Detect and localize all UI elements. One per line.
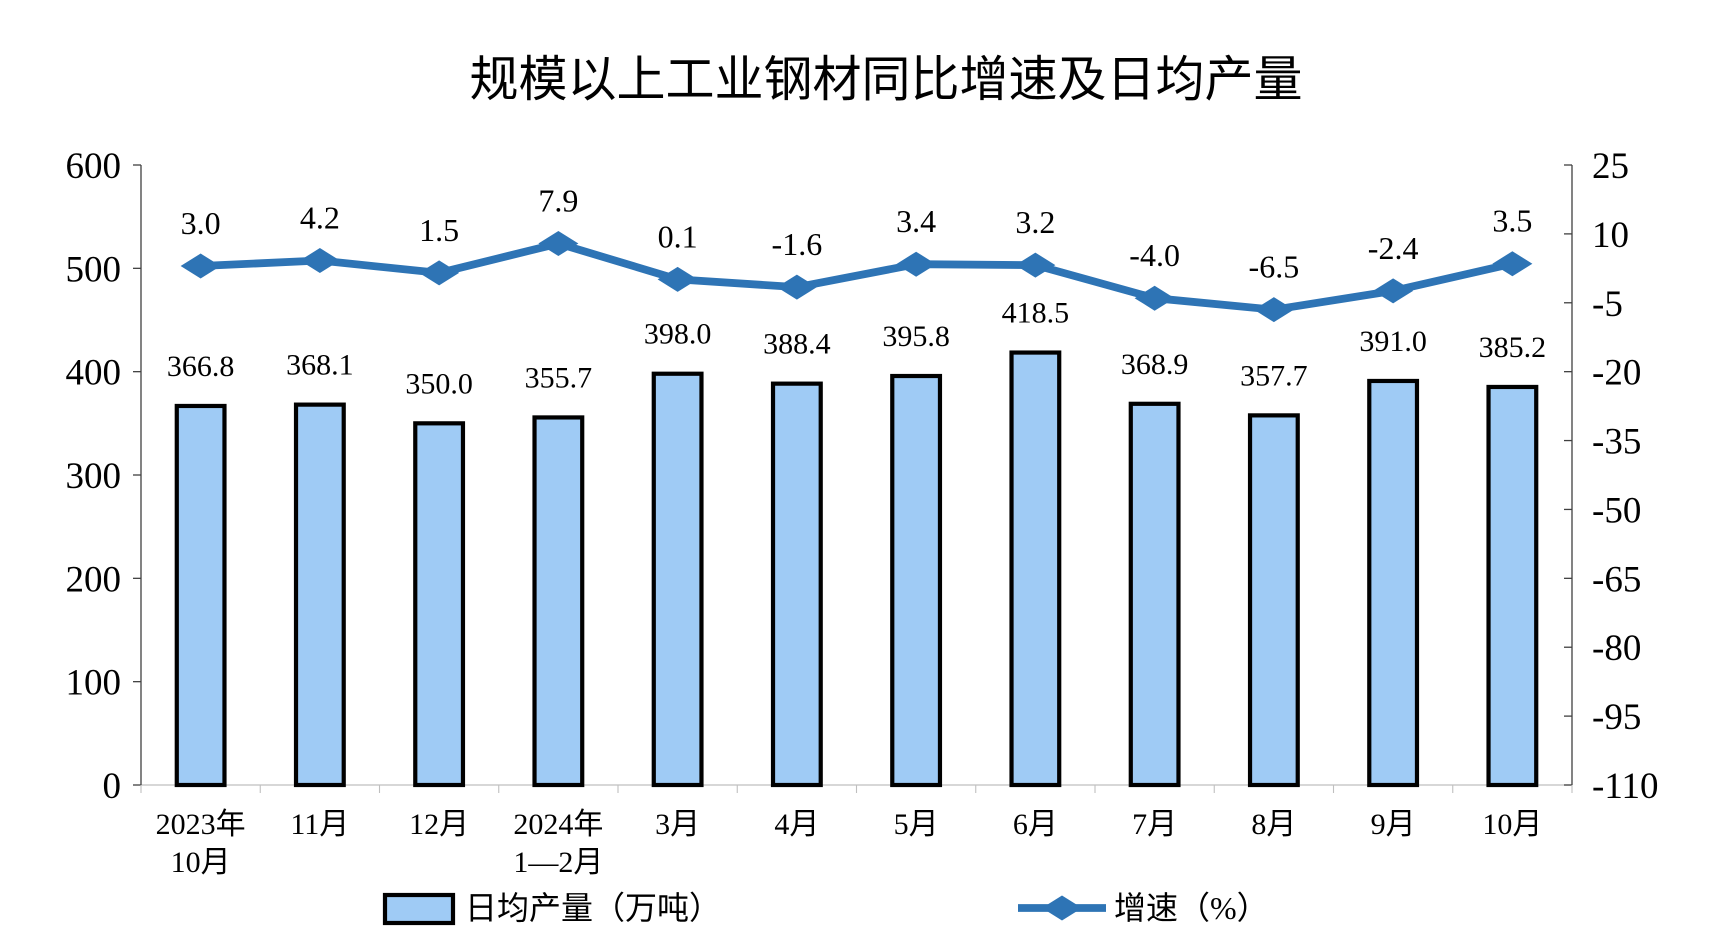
svg-text:368.1: 368.1 <box>286 349 354 382</box>
svg-text:3.0: 3.0 <box>181 205 221 241</box>
svg-text:385.2: 385.2 <box>1479 331 1547 364</box>
svg-text:5月: 5月 <box>894 808 939 841</box>
svg-text:3.4: 3.4 <box>896 203 936 239</box>
svg-text:4.2: 4.2 <box>300 200 340 236</box>
svg-text:-6.5: -6.5 <box>1249 249 1300 285</box>
svg-text:100: 100 <box>66 663 122 704</box>
svg-text:200: 200 <box>66 559 122 600</box>
svg-text:-35: -35 <box>1592 422 1641 463</box>
svg-text:-1.6: -1.6 <box>772 226 823 262</box>
svg-text:418.5: 418.5 <box>1002 297 1070 330</box>
svg-text:350.0: 350.0 <box>405 367 473 400</box>
svg-text:-20: -20 <box>1592 353 1641 394</box>
svg-text:300: 300 <box>66 456 122 497</box>
svg-text:-5: -5 <box>1592 284 1623 325</box>
svg-text:366.8: 366.8 <box>167 350 235 383</box>
svg-text:-4.0: -4.0 <box>1129 237 1180 273</box>
svg-text:规模以上工业钢材同比增速及日均产量: 规模以上工业钢材同比增速及日均产量 <box>469 52 1302 107</box>
svg-text:10月: 10月 <box>1482 808 1542 841</box>
svg-text:4月: 4月 <box>774 808 819 841</box>
svg-text:8月: 8月 <box>1251 808 1296 841</box>
svg-text:增速（%）: 增速（%） <box>1114 890 1269 926</box>
svg-text:10月: 10月 <box>171 846 231 879</box>
svg-text:11月: 11月 <box>290 808 349 841</box>
svg-text:12月: 12月 <box>409 808 469 841</box>
svg-text:10: 10 <box>1592 215 1629 256</box>
svg-text:398.0: 398.0 <box>644 318 712 351</box>
svg-text:2024年: 2024年 <box>513 808 603 841</box>
svg-text:395.8: 395.8 <box>882 320 950 353</box>
svg-text:600: 600 <box>66 146 122 187</box>
svg-text:6月: 6月 <box>1013 808 1058 841</box>
svg-text:日均产量（万吨）: 日均产量（万吨） <box>465 890 721 926</box>
svg-text:9月: 9月 <box>1371 808 1416 841</box>
svg-text:-95: -95 <box>1592 697 1641 738</box>
svg-text:391.0: 391.0 <box>1359 325 1427 358</box>
svg-text:-110: -110 <box>1592 766 1658 807</box>
svg-text:368.9: 368.9 <box>1121 348 1189 381</box>
svg-text:3月: 3月 <box>655 808 700 841</box>
svg-text:7月: 7月 <box>1132 808 1177 841</box>
svg-text:-65: -65 <box>1592 559 1641 600</box>
svg-text:1—2月: 1—2月 <box>513 846 603 879</box>
svg-text:0.1: 0.1 <box>658 218 698 254</box>
svg-text:357.7: 357.7 <box>1240 359 1308 392</box>
svg-text:7.9: 7.9 <box>538 183 578 219</box>
svg-text:500: 500 <box>66 249 122 290</box>
svg-text:3.2: 3.2 <box>1015 204 1055 240</box>
svg-text:2023年: 2023年 <box>156 808 246 841</box>
svg-text:3.5: 3.5 <box>1492 203 1532 239</box>
svg-text:-50: -50 <box>1592 490 1641 531</box>
svg-text:0: 0 <box>103 766 122 807</box>
svg-text:400: 400 <box>66 353 122 394</box>
svg-text:388.4: 388.4 <box>763 328 831 361</box>
svg-text:1.5: 1.5 <box>419 212 459 248</box>
svg-text:25: 25 <box>1592 146 1629 187</box>
svg-text:355.7: 355.7 <box>525 361 593 394</box>
svg-text:-2.4: -2.4 <box>1368 230 1419 266</box>
svg-text:-80: -80 <box>1592 628 1641 669</box>
